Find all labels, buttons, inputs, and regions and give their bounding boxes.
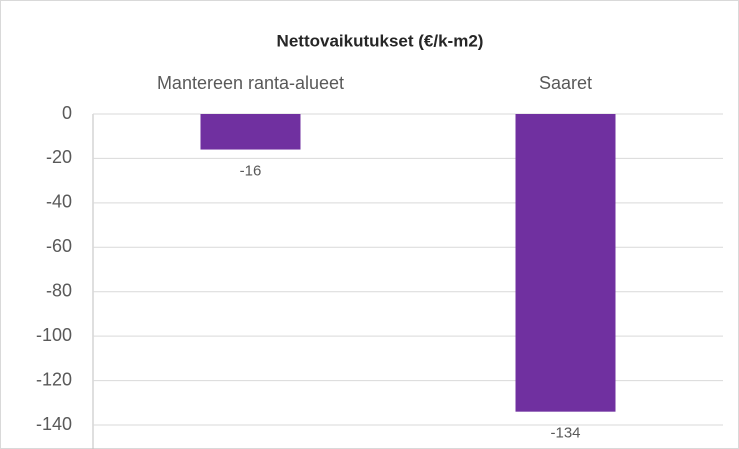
data-label: -134 xyxy=(550,425,580,442)
data-label: -16 xyxy=(240,163,262,180)
y-tick-label: -60 xyxy=(46,236,72,256)
y-tick-label: 0 xyxy=(62,103,72,123)
y-tick-label: -140 xyxy=(36,414,72,434)
bar xyxy=(200,114,301,150)
x-tick-label: Mantereen ranta-alueet xyxy=(157,73,344,93)
y-tick-label: -40 xyxy=(46,192,72,212)
x-tick-label: Saaret xyxy=(539,73,592,93)
bar xyxy=(515,114,616,412)
y-tick-label: -120 xyxy=(36,369,72,389)
y-tick-label: -80 xyxy=(46,280,72,300)
chart-title: Nettovaikutukset (€/k-m2) xyxy=(277,31,484,50)
y-tick-label: -100 xyxy=(36,325,72,345)
y-tick-label: -20 xyxy=(46,147,72,167)
